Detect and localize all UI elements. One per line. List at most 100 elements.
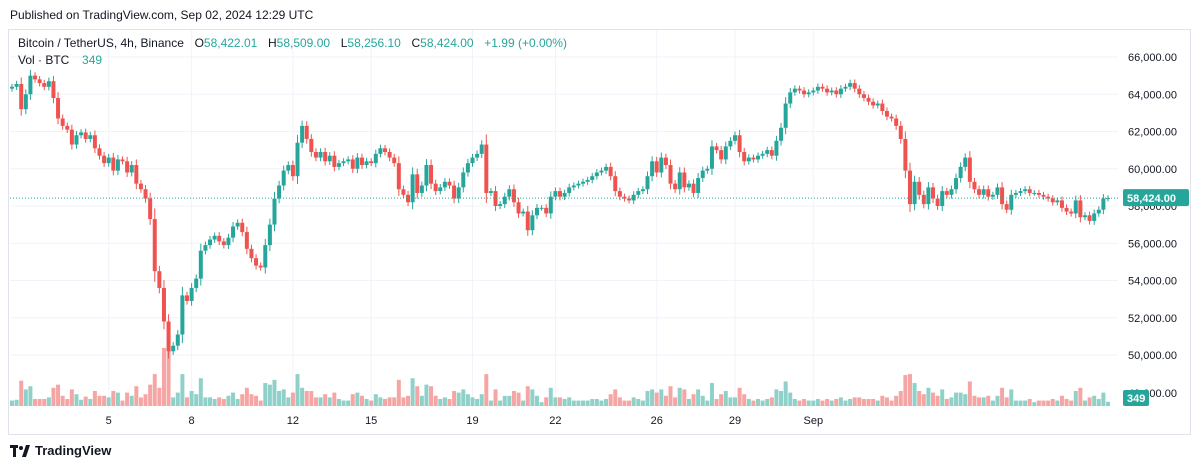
volume-bar: [488, 400, 493, 406]
volume-bar: [1036, 400, 1041, 406]
candle: [622, 193, 627, 202]
candle-body: [516, 202, 521, 214]
volume-bar: [917, 391, 922, 406]
candle-body: [461, 172, 466, 188]
volume-bar: [848, 398, 853, 406]
candle-body: [244, 232, 249, 249]
candle: [797, 85, 802, 94]
candle-body: [1069, 211, 1074, 214]
candle-body: [1064, 207, 1069, 212]
candle: [581, 178, 586, 187]
candle-body: [558, 191, 562, 197]
candle: [562, 189, 567, 201]
candle: [1059, 196, 1064, 212]
volume-bar: [691, 394, 696, 406]
candle: [645, 171, 650, 194]
volume-bar: [217, 397, 222, 406]
candle: [1078, 195, 1083, 223]
chart-frame[interactable]: [8, 29, 1191, 435]
candle-body: [986, 189, 991, 197]
volume-bar: [746, 398, 751, 406]
candle: [212, 232, 217, 243]
candle: [313, 148, 318, 162]
volume-bar: [986, 395, 991, 406]
candle: [125, 156, 130, 177]
volume-bar: [277, 391, 282, 406]
candle: [811, 87, 816, 96]
candle-body: [857, 88, 862, 95]
candle-body: [742, 151, 747, 162]
volume-bar: [1101, 392, 1106, 406]
candle-body: [1073, 200, 1078, 214]
candle: [498, 201, 503, 210]
volume-bar: [880, 395, 885, 406]
candle-body: [553, 191, 558, 197]
candle: [171, 342, 176, 355]
candle-body: [765, 150, 770, 154]
candle: [69, 124, 74, 150]
volume-legend: Vol · BTC 349: [18, 53, 102, 67]
volume-bar: [516, 392, 521, 406]
candle-body: [203, 245, 208, 251]
volume-bar: [295, 374, 300, 406]
volume-bar: [456, 392, 461, 406]
candle-body: [115, 159, 120, 171]
candle: [387, 148, 392, 162]
candle-body: [737, 135, 742, 152]
volume-bar: [898, 391, 903, 406]
volume-bar: [954, 392, 959, 406]
candle-body: [129, 165, 134, 173]
volume-bar: [28, 386, 33, 406]
volume-bar: [346, 400, 351, 406]
published-caption: Published on TradingView.com, Sep 02, 20…: [10, 8, 314, 22]
candle-body: [364, 161, 369, 166]
candle-body: [97, 148, 102, 156]
candle-body: [654, 161, 659, 173]
candle: [336, 159, 341, 171]
candle-body: [622, 196, 627, 199]
candle-body: [944, 191, 949, 195]
candle: [944, 187, 949, 199]
candle-body: [571, 185, 576, 188]
candle: [931, 182, 936, 204]
volume-bar: [313, 397, 318, 406]
candle: [1087, 211, 1092, 225]
candle-body: [10, 86, 14, 89]
volume-bar: [102, 395, 107, 406]
volume-bar: [359, 395, 364, 406]
tradingview-footer[interactable]: TradingView: [10, 443, 111, 458]
volume-bar: [548, 387, 553, 406]
volume-bar: [424, 384, 429, 406]
volume-bar: [74, 394, 79, 406]
candle: [995, 183, 1000, 199]
candle: [502, 192, 507, 209]
candle-body: [815, 86, 820, 91]
candle-body: [194, 278, 199, 288]
candle: [14, 80, 19, 91]
candle-body: [723, 146, 728, 160]
candle: [756, 152, 761, 163]
candle-body: [143, 189, 148, 199]
candle-body: [88, 135, 93, 139]
candle: [594, 169, 599, 180]
volume-bar: [336, 398, 341, 406]
candle-body: [1087, 215, 1092, 221]
candle: [926, 182, 931, 210]
candle: [392, 153, 397, 167]
candle: [1069, 208, 1074, 217]
candle-body: [161, 287, 166, 322]
volume-bar: [852, 397, 857, 406]
candle-body: [977, 189, 982, 195]
candle: [217, 232, 222, 246]
volume-bar: [267, 384, 272, 406]
volume-bar: [37, 398, 42, 406]
volume-bar: [406, 395, 411, 406]
candle-body: [769, 150, 774, 156]
candle-body: [198, 250, 203, 279]
candle-body: [1055, 200, 1060, 203]
volume-bar: [452, 391, 457, 406]
candle: [613, 171, 618, 197]
candle-body: [442, 181, 447, 188]
candle: [954, 173, 959, 194]
